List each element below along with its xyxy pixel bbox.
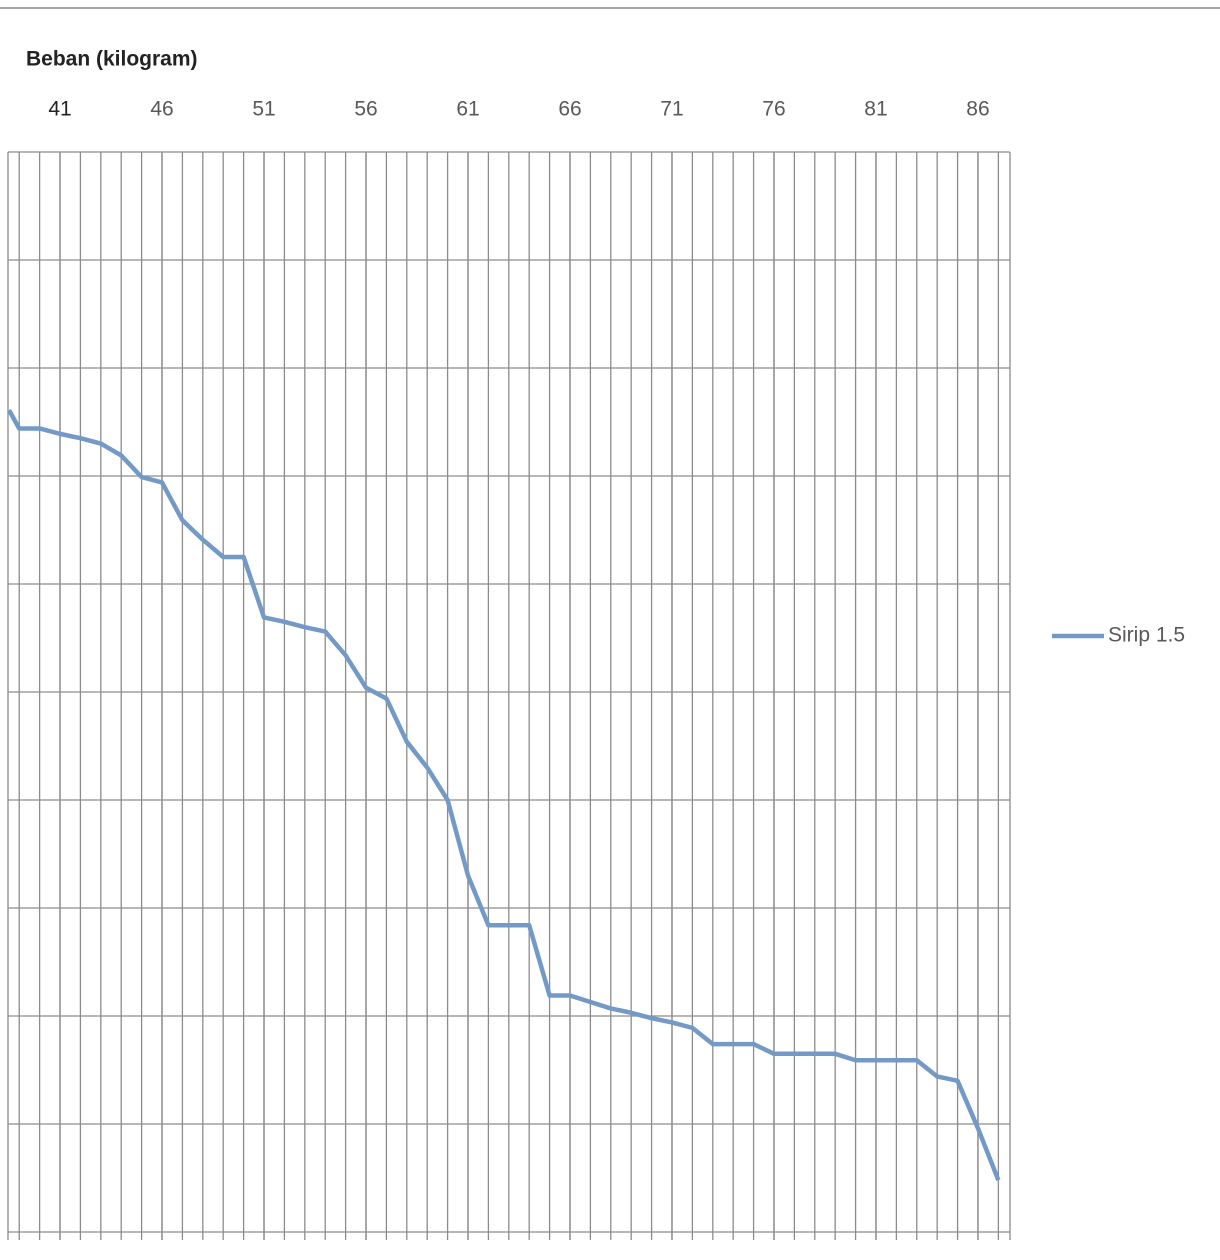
x-tick-label: 66 [558, 98, 581, 121]
x-tick-label: 41 [48, 98, 71, 121]
x-tick-label: 86 [966, 98, 989, 121]
x-tick-label: 61 [456, 98, 479, 121]
x-tick-label: 46 [150, 98, 173, 121]
data-line [7, 409, 1001, 1181]
x-tick-label: 76 [762, 98, 785, 121]
legend-label: Sirip 1.5 [1108, 624, 1185, 647]
x-tick-label: 81 [864, 98, 887, 121]
x-tick-label: 51 [252, 98, 275, 121]
axis-title: Beban (kilogram) [26, 48, 198, 71]
x-tick-label: 56 [354, 98, 377, 121]
x-tick-label: 71 [660, 98, 683, 121]
